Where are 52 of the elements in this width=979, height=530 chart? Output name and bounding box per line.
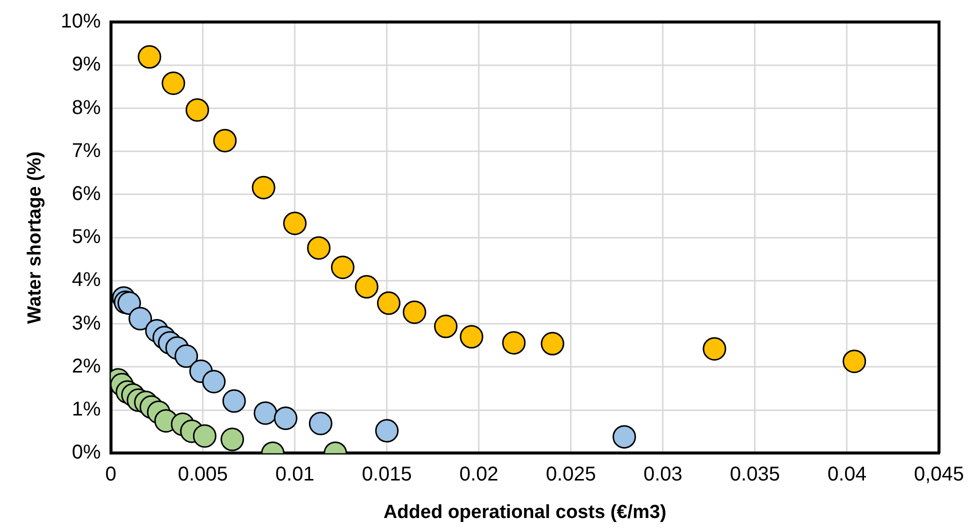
point (274, 406, 298, 430)
point (842, 350, 866, 374)
x-tick-label: 0.04 (828, 464, 866, 486)
point (540, 332, 564, 356)
point (222, 389, 246, 413)
point (283, 212, 307, 236)
point (186, 98, 210, 122)
x-axis-title: Added operational costs (€/m3) (383, 502, 666, 523)
x-tick-label: 0.005 (178, 464, 228, 486)
point (702, 337, 726, 361)
point (128, 306, 152, 330)
y-tick-label: 10% (60, 10, 102, 33)
point (308, 412, 332, 436)
point (402, 300, 426, 324)
point (192, 424, 216, 448)
point (252, 176, 276, 200)
point (162, 71, 186, 95)
x-tick-label: 0.025 (546, 464, 596, 486)
y-tick-label: 1% (72, 398, 102, 421)
point (254, 401, 278, 425)
point (460, 325, 484, 349)
x-tick-label: 0.03 (643, 464, 682, 486)
point (213, 128, 237, 152)
point (612, 425, 636, 449)
point (138, 45, 162, 69)
y-tick-label: 8% (72, 96, 102, 119)
y-tick-label: 3% (72, 312, 102, 334)
point (354, 275, 378, 299)
point (307, 236, 331, 260)
x-tick-label: 0.02 (459, 464, 498, 486)
y-axis-title: Water shortage (%) (24, 151, 46, 324)
point (174, 344, 198, 368)
point (434, 314, 458, 338)
y-tick-label: 6% (72, 182, 102, 205)
point (502, 331, 526, 355)
point (330, 256, 354, 280)
y-tick-label: 9% (72, 54, 102, 76)
y-tick-label: 0% (72, 442, 102, 464)
point (117, 291, 141, 315)
point (202, 370, 226, 394)
y-tick-label: 4% (72, 269, 102, 292)
x-tick-label: 0.01 (275, 464, 314, 486)
y-tick-label: 7% (72, 140, 102, 162)
x-tick-label: 0,045 (914, 464, 964, 486)
point (220, 428, 244, 452)
y-tick-label: 2% (72, 355, 102, 378)
x-tick-label: 0 (105, 464, 116, 486)
x-tick-label: 0.035 (730, 464, 780, 486)
x-tick-label: 0.015 (362, 464, 412, 486)
point (375, 419, 399, 443)
point (376, 291, 400, 315)
y-tick-label: 5% (72, 226, 102, 248)
